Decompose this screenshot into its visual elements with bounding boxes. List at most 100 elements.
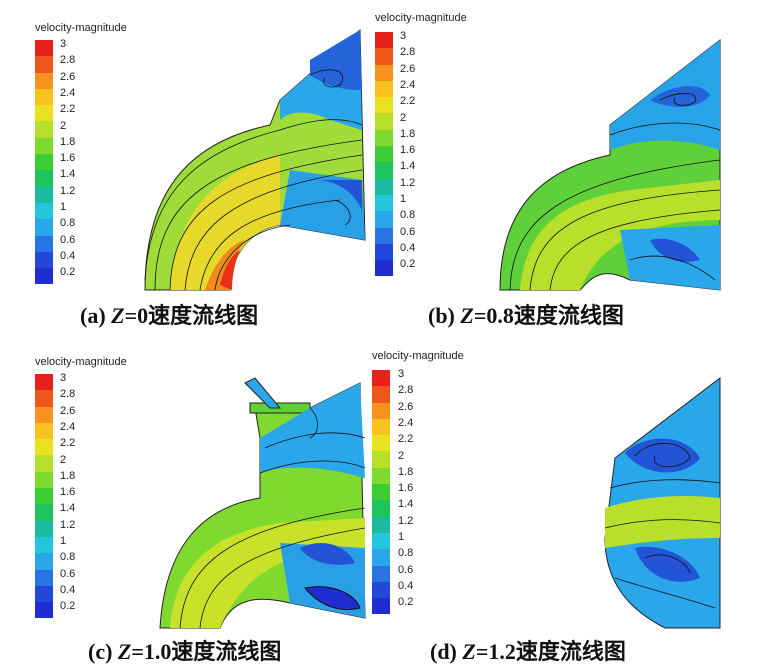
legend-swatch bbox=[372, 500, 390, 517]
legend-tick-label: 1.8 bbox=[398, 465, 414, 478]
color-legend bbox=[35, 374, 53, 619]
legend-tick-label: 0.6 bbox=[60, 567, 76, 580]
legend-tick-label: 0.4 bbox=[60, 249, 76, 262]
legend-tick-label: 2.8 bbox=[60, 54, 76, 67]
legend-swatch bbox=[35, 504, 53, 521]
panel-z0: velocity-magnitude 3 2.8 2.6 2.4 2.2 2 1.8 1.6 1… bbox=[0, 0, 380, 330]
color-legend bbox=[375, 32, 393, 277]
legend-tick-label: 3 bbox=[60, 38, 67, 50]
legend-title: velocity-magnitude bbox=[375, 12, 467, 24]
legend-tick-label: 1.6 bbox=[400, 144, 416, 157]
caption-label: (d) bbox=[430, 639, 457, 664]
legend-tick-label: 0.4 bbox=[398, 579, 414, 592]
legend-tick-label: 1.6 bbox=[398, 482, 414, 495]
legend-swatch bbox=[375, 162, 393, 179]
caption-label: (c) bbox=[88, 639, 113, 664]
legend-swatch bbox=[35, 56, 53, 73]
legend-tick-label: 2.4 bbox=[60, 86, 76, 99]
legend-tick-label: 2.8 bbox=[398, 384, 414, 397]
caption-a: (a) Z=0速度流线图 bbox=[80, 298, 258, 330]
legend-tick-label: 0.6 bbox=[60, 233, 76, 246]
legend-tick-label: 0.8 bbox=[400, 209, 416, 222]
legend-swatch bbox=[372, 581, 390, 599]
legend-tick-label: 1 bbox=[400, 193, 407, 205]
legend-swatch bbox=[375, 194, 393, 212]
legend-swatch bbox=[375, 227, 393, 244]
legend-swatch bbox=[372, 516, 390, 533]
legend-swatch bbox=[372, 549, 390, 566]
legend-swatch bbox=[35, 602, 53, 619]
caption-label: (a) bbox=[80, 303, 106, 328]
legend-tick-label: 3 bbox=[60, 372, 67, 384]
caption-label: (b) bbox=[428, 303, 455, 328]
legend-tick-label: 1.6 bbox=[60, 152, 76, 165]
legend-tick-label: 1.8 bbox=[60, 469, 76, 482]
legend-swatch bbox=[35, 235, 53, 252]
legend-tick-label: 1.6 bbox=[60, 486, 76, 499]
color-legend bbox=[35, 40, 53, 285]
legend-swatch bbox=[375, 146, 393, 163]
legend-tick-label: 2.6 bbox=[60, 70, 76, 83]
legend-tick-label: 2 bbox=[398, 449, 405, 462]
legend-swatch bbox=[375, 97, 393, 114]
legend-swatch bbox=[35, 520, 53, 537]
legend-tick-label: 2.4 bbox=[60, 420, 76, 433]
legend-swatch bbox=[372, 435, 390, 452]
legend-swatch bbox=[372, 370, 390, 387]
legend-swatch bbox=[372, 418, 390, 436]
legend-swatch bbox=[35, 219, 53, 236]
legend-tick-label: 0.8 bbox=[60, 551, 76, 564]
caption-b: (b) Z=0.8速度流线图 bbox=[428, 298, 624, 330]
legend-tick-label: 1.4 bbox=[60, 168, 76, 181]
legend-swatch bbox=[372, 386, 390, 403]
legend-tick-label: 2.4 bbox=[398, 416, 414, 429]
legend-tick-label: 2 bbox=[400, 111, 407, 124]
legend-swatch bbox=[375, 129, 393, 147]
caption-variable: Z bbox=[460, 303, 474, 328]
legend-swatch bbox=[35, 585, 53, 603]
legend-swatch bbox=[372, 598, 390, 615]
legend-swatch bbox=[35, 137, 53, 155]
flow-field-plot bbox=[499, 38, 721, 291]
legend-tick-label: 0.8 bbox=[398, 547, 414, 560]
legend-swatch bbox=[372, 484, 390, 501]
legend-swatch bbox=[375, 64, 393, 81]
legend-tick-label: 1.4 bbox=[60, 502, 76, 515]
legend-tick-label: 0.2 bbox=[60, 266, 76, 279]
legend-tick-label: 1.2 bbox=[400, 176, 416, 189]
panel-z10: velocity-magnitude 3 2.8 2.6 2.4 2.2 2 1.8 1.6 1… bbox=[0, 338, 380, 668]
panel-z08: velocity-magnitude 3 2.8 2.6 2.4 2.2 2 1.8 1.6 1… bbox=[340, 0, 721, 330]
legend-swatch bbox=[375, 178, 393, 195]
legend-swatch bbox=[375, 32, 393, 49]
caption-text: 速度流线图 bbox=[148, 303, 259, 328]
legend-swatch bbox=[35, 72, 53, 89]
caption-text: 速度流线图 bbox=[515, 639, 626, 664]
legend-tick-label: 0.2 bbox=[60, 600, 76, 613]
legend-tick-label: 1.8 bbox=[60, 135, 76, 148]
legend-tick-label: 1.2 bbox=[60, 184, 76, 197]
legend-tick-label: 1.2 bbox=[398, 514, 414, 527]
legend-tick-label: 2.2 bbox=[400, 95, 416, 108]
legend-tick-label: 2 bbox=[60, 453, 67, 466]
legend-tick-label: 2.2 bbox=[398, 433, 414, 446]
legend-tick-label: 3 bbox=[398, 368, 405, 380]
caption-c: (c) Z=1.0速度流线图 bbox=[88, 634, 281, 666]
legend-swatch bbox=[35, 553, 53, 570]
flow-field-plot bbox=[604, 376, 721, 629]
caption-value: =0.8 bbox=[473, 303, 514, 328]
caption-variable: Z bbox=[462, 639, 476, 664]
legend-swatch bbox=[375, 80, 393, 98]
legend-swatch bbox=[35, 488, 53, 505]
legend-swatch bbox=[35, 121, 53, 138]
legend-swatch bbox=[35, 88, 53, 106]
legend-swatch bbox=[35, 374, 53, 391]
legend-swatch bbox=[35, 439, 53, 456]
legend-tick-label: 0.4 bbox=[400, 241, 416, 254]
legend-tick-label: 0.8 bbox=[60, 217, 76, 230]
caption-value: =1.2 bbox=[475, 639, 516, 664]
caption-variable: Z bbox=[117, 639, 132, 664]
legend-tick-label: 0.2 bbox=[400, 258, 416, 271]
flow-field-plot bbox=[144, 28, 366, 291]
legend-swatch bbox=[35, 471, 53, 489]
legend-tick-label: 1 bbox=[398, 531, 405, 543]
